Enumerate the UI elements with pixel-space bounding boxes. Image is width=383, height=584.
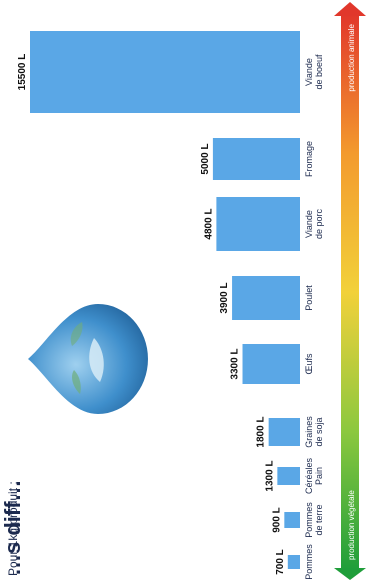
value-label-fromage: 5000 L <box>200 143 211 174</box>
category-label-cereales-pain: CéréalesPain <box>304 457 324 494</box>
category-label-fromage: Fromage <box>304 141 314 177</box>
category-label-pommes: Pommes <box>304 544 314 580</box>
bar-pommes <box>287 555 301 569</box>
arrow-head-right <box>334 2 366 16</box>
value-label-viande-de-boeuf: 15500 L <box>17 54 28 91</box>
value-label-pommes-de-terre: 900 L <box>271 507 282 533</box>
value-label-pommes: 700 L <box>275 549 286 575</box>
value-label-viande-de-porc: 4800 L <box>203 208 214 239</box>
bar-graines-de-soja <box>268 418 301 446</box>
bar-cereales-pain <box>277 467 300 485</box>
value-label-poulet: 3900 L <box>219 282 230 313</box>
bar-oeufs <box>242 344 300 384</box>
value-label-oeufs: 3300 L <box>230 348 241 379</box>
water-drop-globe-icon <box>28 304 148 414</box>
bar-viande-de-boeuf <box>30 31 300 113</box>
value-label-cereales-pain: 1300 L <box>264 460 275 491</box>
bar-pommes-de-terre <box>284 512 300 528</box>
category-label-viande-de-porc: Viandede porc <box>304 208 324 239</box>
production-arrow: production végétale production animale <box>334 2 366 580</box>
bar-poulet <box>232 276 300 320</box>
bar-fromage <box>212 138 300 180</box>
arrow-label-start: production végétale <box>347 490 356 560</box>
arrow-body <box>341 14 359 570</box>
arrow-label-end: production animale <box>347 23 356 91</box>
category-label-pommes-de-terre: Pommesde terre <box>304 502 324 538</box>
bar-viande-de-porc <box>216 197 300 251</box>
category-label-graines-de-soja: Grainesde soja <box>304 416 324 448</box>
category-label-oeufs: Œufs <box>304 353 314 375</box>
category-label-poulet: Poulet <box>304 285 314 311</box>
value-label-graines-de-soja: 1800 L <box>256 416 267 447</box>
category-label-viande-de-boeuf: Viandede boeuf <box>304 54 324 90</box>
arrow-head-left <box>334 568 366 580</box>
